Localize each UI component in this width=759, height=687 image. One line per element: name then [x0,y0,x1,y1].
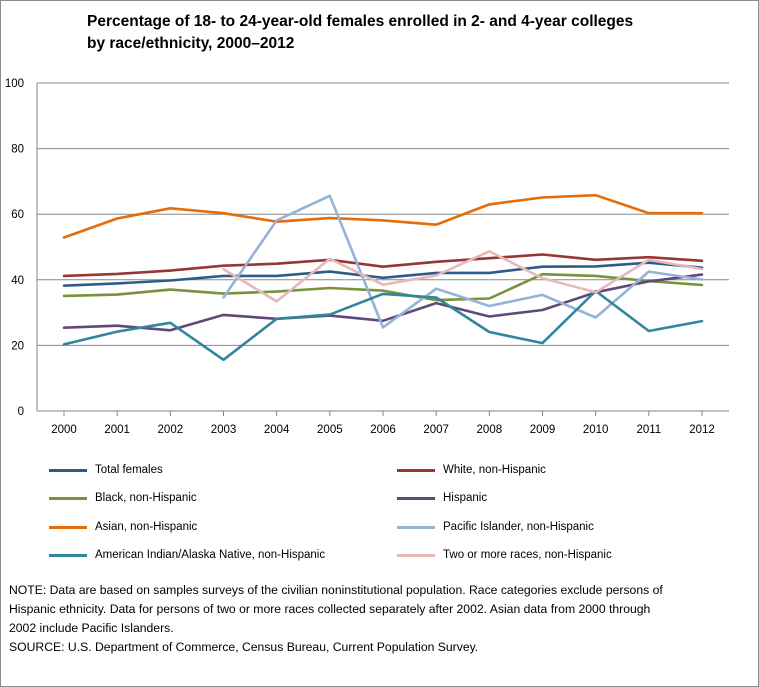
y-tick-label: 100 [5,78,24,90]
note-line-3: 2002 include Pacific Islanders. [9,621,174,635]
legend-swatch [397,554,435,557]
series-line-1 [62,261,704,287]
x-tick-label: 2007 [423,424,449,436]
x-tick-label: 2008 [477,424,503,436]
series-line-3 [62,272,704,302]
legend-label: Two or more races, non-Hispanic [443,549,612,561]
legend-swatch [49,554,87,557]
series-line-2 [62,253,704,278]
legend-swatch [397,526,435,529]
y-tick-label: 20 [11,340,24,352]
legend-label: Total females [95,464,163,476]
x-tick-label: 2009 [530,424,556,436]
series-line-4 [62,273,704,332]
legend-label: Black, non-Hispanic [95,492,197,504]
x-tick-label: 2003 [211,424,237,436]
y-tick-label: 80 [11,144,24,156]
x-tick-label: 2000 [51,424,77,436]
x-tick-label: 2011 [636,424,661,436]
legend-swatch [49,526,87,529]
source-line: SOURCE: U.S. Department of Commerce, Cen… [9,640,479,654]
y-tick-label: 60 [11,209,24,221]
y-tick-label: 40 [11,275,24,287]
legend-label: Hispanic [443,492,488,504]
x-tick-label: 2010 [583,424,609,436]
series-line-5 [62,193,704,239]
legend-label: Asian, non-Hispanic [95,521,198,533]
legend-swatch [397,469,435,472]
legend-label: American Indian/Alaska Native, non-Hispa… [95,549,326,561]
series-line-8 [222,250,704,303]
x-tick-label: 2006 [370,424,396,436]
notes: NOTE: Data are based on samples surveys … [9,581,754,657]
legend-swatch [397,497,435,500]
legend-label: White, non-Hispanic [443,464,546,476]
x-tick-label: 2005 [317,424,343,436]
series-line-6 [222,194,704,329]
note-line-2: Hispanic ethnicity. Data for persons of … [9,602,651,616]
y-tick-label: 0 [18,406,24,418]
note-line-1: NOTE: Data are based on samples surveys … [9,583,663,597]
legend-label: Pacific Islander, non-Hispanic [443,521,594,533]
legend-swatch [49,497,87,500]
chart-title-line-1: Percentage of 18- to 24-year-old females… [87,13,634,30]
x-tick-label: 2002 [158,424,184,436]
x-tick-label: 2001 [104,424,130,436]
x-tick-label: 2012 [689,424,715,436]
chart-title-line-2: by race/ethnicity, 2000–2012 [87,35,295,52]
chart-title: Percentage of 18- to 24-year-old females… [87,11,727,55]
legend-swatch [49,469,87,472]
x-tick-label: 2004 [264,424,290,436]
